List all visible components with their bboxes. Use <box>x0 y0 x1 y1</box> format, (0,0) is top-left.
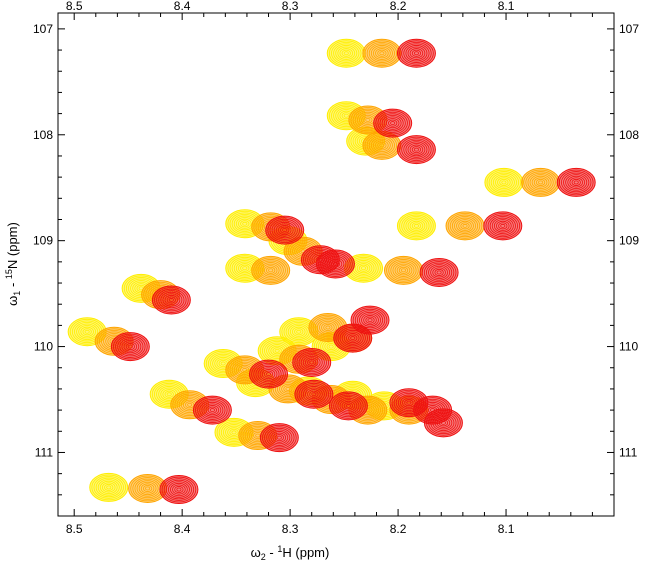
y-tick-label-right: 111 <box>619 445 638 459</box>
y-tick-label-left: 109 <box>33 234 53 248</box>
red-peak <box>396 135 436 165</box>
orange-peak <box>445 211 485 241</box>
x-tick-label-top: 8.2 <box>390 0 407 13</box>
x-tick-label-bottom: 8.4 <box>174 522 191 536</box>
orange-peak <box>128 473 168 503</box>
y-tick-label-left: 111 <box>35 445 54 459</box>
y-tick-label-left: 107 <box>33 22 53 36</box>
red-peak <box>423 408 463 438</box>
plot-frame <box>57 12 615 517</box>
ticks-layer: 8.5 8.5 8.4 8.4 8.3 8.3 8.2 8.2 8.1 8.1 107 107 108 1… <box>33 0 639 536</box>
y-tick-label-left: 108 <box>33 128 53 142</box>
red-peak <box>483 211 523 241</box>
x-tick-label-top: 8.4 <box>174 0 191 13</box>
red-peak <box>110 332 150 362</box>
red-peak <box>396 38 436 68</box>
yellow-peak <box>67 317 107 347</box>
red-peak <box>315 249 355 279</box>
red-peak <box>249 359 289 389</box>
red-peak <box>328 391 368 421</box>
x-tick-label-bottom: 8.5 <box>66 522 83 536</box>
red-peak <box>333 323 373 353</box>
red-peak <box>259 423 299 453</box>
red-series <box>110 38 596 505</box>
red-peak <box>265 215 305 245</box>
yellow-peak <box>484 167 524 197</box>
x-tick-label-top: 8.1 <box>498 0 515 13</box>
x-tick-label-bottom: 8.1 <box>498 522 515 536</box>
orange-peak <box>383 255 423 285</box>
x-tick-label-top: 8.5 <box>66 0 83 13</box>
red-peak <box>556 167 596 197</box>
y-tick-label-right: 110 <box>619 340 638 354</box>
yellow-peak <box>396 211 436 241</box>
x-tick-label-top: 8.3 <box>282 0 299 13</box>
red-peak <box>292 347 332 377</box>
red-peak <box>294 379 334 409</box>
yellow-peak <box>326 38 366 68</box>
x-tick-label-bottom: 8.2 <box>390 522 407 536</box>
x-tick-label-bottom: 8.3 <box>282 522 299 536</box>
red-peak <box>192 395 232 425</box>
yellow-peak <box>89 472 129 502</box>
y-axis-label: ω1 - 15N (ppm) <box>4 222 22 306</box>
x-axis-label: ω2 - 1H (ppm) <box>251 544 330 562</box>
orange-peak <box>362 38 402 68</box>
red-peak <box>159 475 199 505</box>
red-peak <box>419 257 459 287</box>
peaks-layer <box>67 38 596 505</box>
y-tick-label-right: 108 <box>619 128 639 142</box>
orange-peak <box>521 167 561 197</box>
red-peak <box>151 285 191 315</box>
red-peak <box>373 108 413 138</box>
orange-peak <box>251 255 291 285</box>
y-tick-label-right: 109 <box>619 234 639 248</box>
y-tick-label-left: 110 <box>34 340 53 354</box>
y-tick-label-right: 107 <box>619 22 639 36</box>
